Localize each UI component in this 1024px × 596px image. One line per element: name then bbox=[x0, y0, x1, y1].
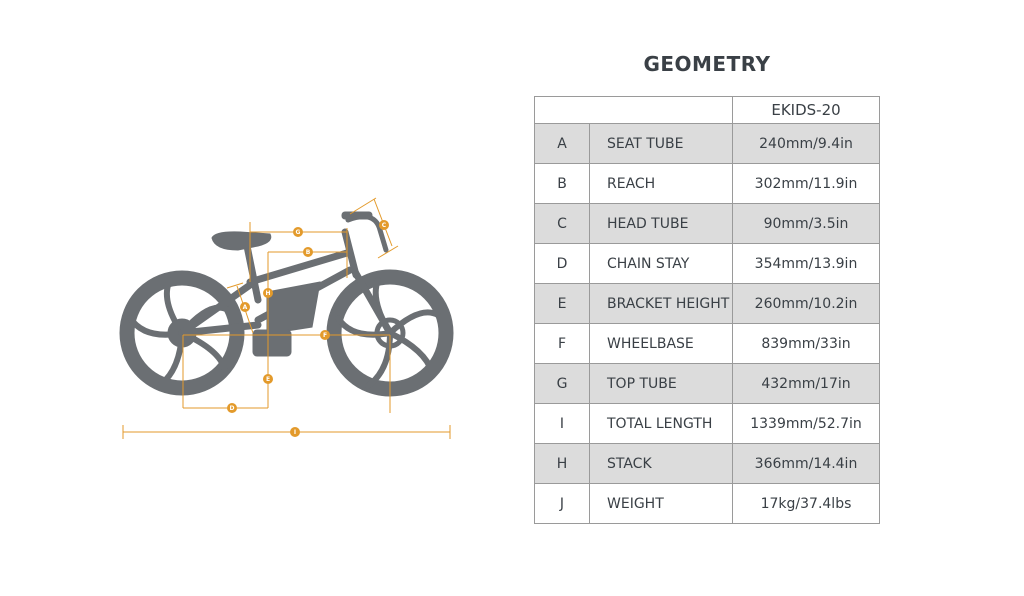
seat-stay bbox=[178, 281, 254, 337]
svg-text:C: C bbox=[382, 222, 387, 229]
marker-f: F bbox=[320, 330, 330, 340]
row-value: 432mm/17in bbox=[732, 363, 880, 404]
row-key: B bbox=[534, 163, 590, 204]
row-key: E bbox=[534, 283, 590, 324]
row-key: I bbox=[534, 403, 590, 444]
row-key: G bbox=[534, 363, 590, 404]
svg-text:A: A bbox=[243, 304, 248, 311]
geometry-table: EKIDS-20 A SEAT TUBE 240mm/9.4in B REACH 302m… bbox=[534, 96, 880, 524]
svg-text:I: I bbox=[294, 429, 296, 436]
row-value: 1339mm/52.7in bbox=[732, 403, 880, 444]
row-key: J bbox=[534, 483, 590, 524]
row-name: TOP TUBE bbox=[589, 363, 733, 404]
marker-e: E bbox=[263, 374, 273, 384]
row-name: WEIGHT bbox=[589, 483, 733, 524]
table-row: A SEAT TUBE 240mm/9.4in bbox=[534, 123, 880, 164]
row-name: SEAT TUBE bbox=[589, 123, 733, 164]
row-key: A bbox=[534, 123, 590, 164]
row-name: CHAIN STAY bbox=[589, 243, 733, 284]
svg-text:G: G bbox=[296, 229, 301, 236]
table-row: B REACH 302mm/11.9in bbox=[534, 163, 880, 204]
table-row: G TOP TUBE 432mm/17in bbox=[534, 363, 880, 404]
top-tube bbox=[246, 249, 351, 286]
row-value: 839mm/33in bbox=[732, 323, 880, 364]
marker-d: D bbox=[227, 403, 237, 413]
row-name: REACH bbox=[589, 163, 733, 204]
row-value: 302mm/11.9in bbox=[732, 163, 880, 204]
bike-geometry-diagram: G B C H A F E D I bbox=[119, 197, 454, 439]
rear-wheel bbox=[119, 270, 245, 396]
marker-b: B bbox=[303, 247, 313, 257]
svg-text:H: H bbox=[265, 290, 270, 297]
row-value: 260mm/10.2in bbox=[732, 283, 880, 324]
row-name: HEAD TUBE bbox=[589, 203, 733, 244]
table-row: F WHEELBASE 839mm/33in bbox=[534, 323, 880, 364]
row-key: D bbox=[534, 243, 590, 284]
row-value: 17kg/37.4lbs bbox=[732, 483, 880, 524]
table-row: J WEIGHT 17kg/37.4lbs bbox=[534, 483, 880, 524]
row-name: WHEELBASE bbox=[589, 323, 733, 364]
stem bbox=[341, 211, 373, 220]
row-name: STACK bbox=[589, 443, 733, 484]
row-key: C bbox=[534, 203, 590, 244]
model-header: EKIDS-20 bbox=[732, 96, 880, 124]
seat-post bbox=[243, 242, 262, 304]
row-name: BRACKET HEIGHT bbox=[589, 283, 733, 324]
row-key: H bbox=[534, 443, 590, 484]
marker-h: H bbox=[263, 288, 273, 298]
table-header-row: EKIDS-20 bbox=[534, 96, 880, 124]
battery bbox=[266, 281, 321, 335]
row-value: 240mm/9.4in bbox=[732, 123, 880, 164]
dimension-markers: G B C H A F E D I bbox=[227, 220, 389, 437]
bike-silhouette bbox=[119, 211, 454, 397]
header-blank bbox=[534, 96, 733, 124]
svg-text:F: F bbox=[323, 332, 327, 339]
table-row: H STACK 366mm/14.4in bbox=[534, 443, 880, 484]
chain-stay bbox=[178, 321, 262, 337]
marker-c: C bbox=[379, 220, 389, 230]
row-value: 90mm/3.5in bbox=[732, 203, 880, 244]
row-value: 354mm/13.9in bbox=[732, 243, 880, 284]
svg-text:E: E bbox=[266, 376, 270, 383]
table-row: I TOTAL LENGTH 1339mm/52.7in bbox=[534, 403, 880, 444]
row-name: TOTAL LENGTH bbox=[589, 403, 733, 444]
row-key: F bbox=[534, 323, 590, 364]
table-row: C HEAD TUBE 90mm/3.5in bbox=[534, 203, 880, 244]
fork bbox=[350, 266, 394, 337]
marker-i: I bbox=[290, 427, 300, 437]
table-row: E BRACKET HEIGHT 260mm/10.2in bbox=[534, 283, 880, 324]
row-value: 366mm/14.4in bbox=[732, 443, 880, 484]
motor bbox=[252, 329, 292, 357]
svg-text:D: D bbox=[230, 405, 235, 412]
marker-g: G bbox=[293, 227, 303, 237]
svg-text:B: B bbox=[306, 249, 311, 256]
marker-a: A bbox=[240, 302, 250, 312]
page-title: GEOMETRY bbox=[643, 52, 771, 76]
table-row: D CHAIN STAY 354mm/13.9in bbox=[534, 243, 880, 284]
seat bbox=[211, 231, 272, 251]
